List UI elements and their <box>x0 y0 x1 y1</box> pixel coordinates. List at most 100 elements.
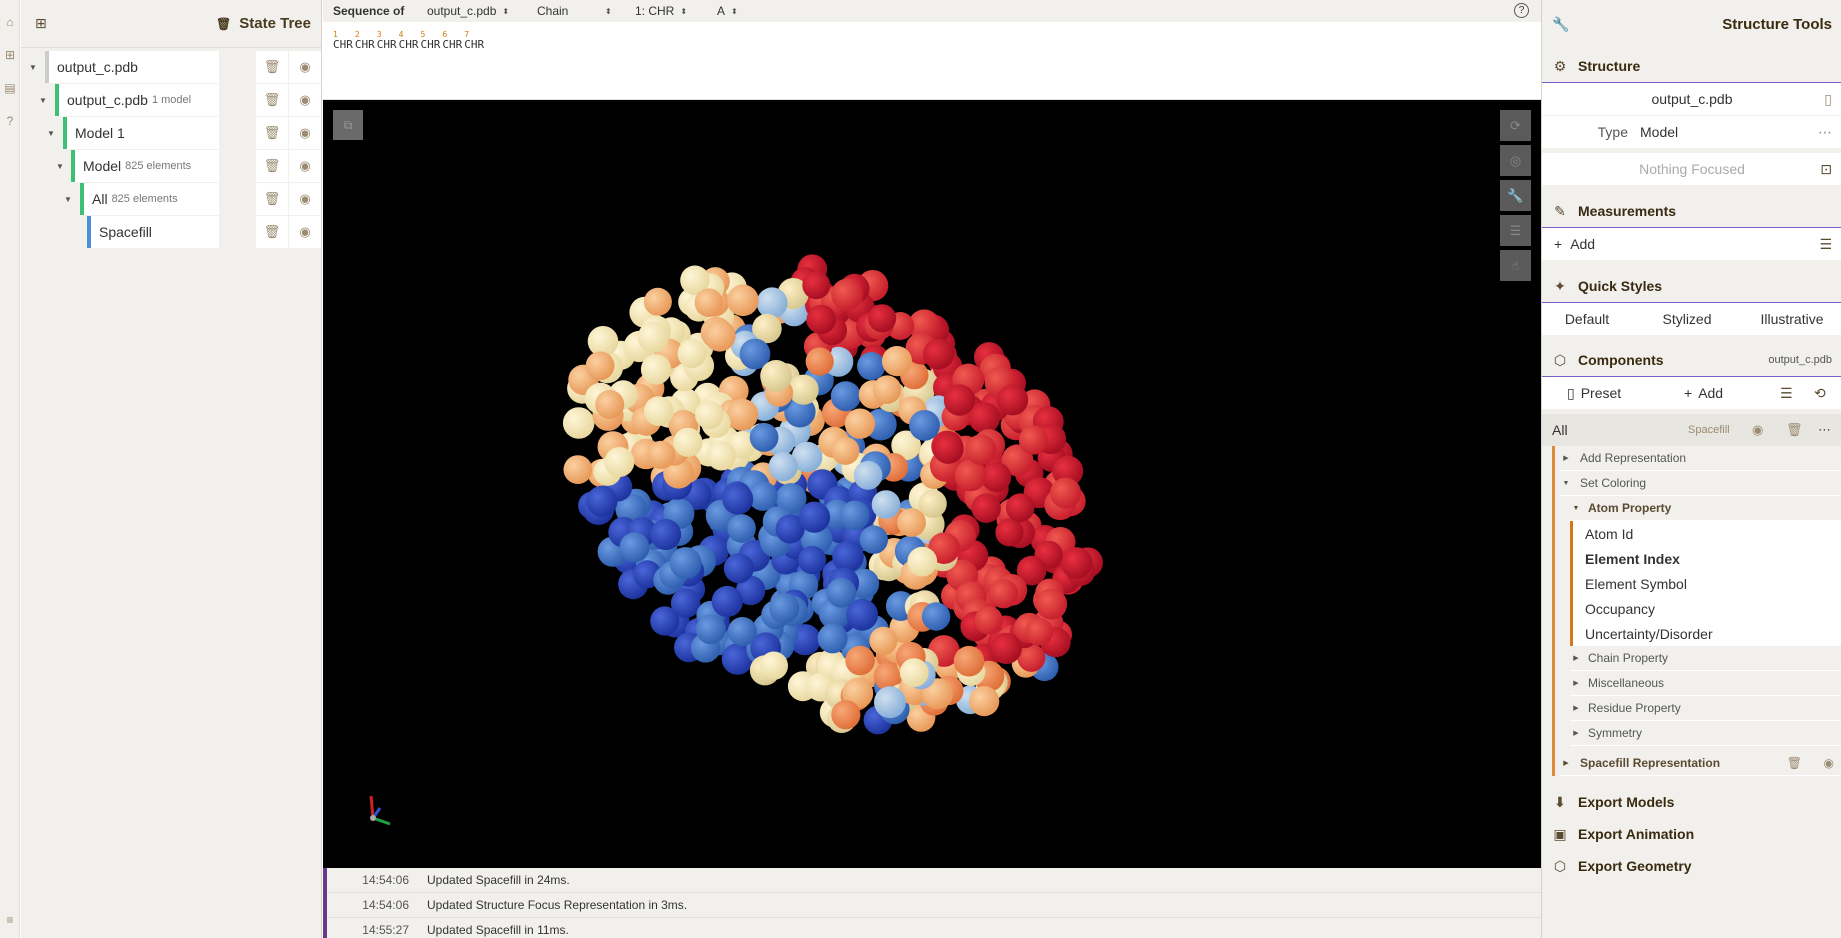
style-default-button[interactable]: Default <box>1564 311 1610 327</box>
atom-sphere[interactable] <box>759 651 788 680</box>
atom-sphere[interactable] <box>711 585 743 618</box>
atom-sphere[interactable] <box>871 490 901 519</box>
atom-sphere[interactable] <box>891 430 921 461</box>
sliders-icon[interactable]: ☰ <box>1780 384 1793 401</box>
atom-sphere[interactable] <box>769 593 800 624</box>
atom-sphere[interactable] <box>704 320 736 352</box>
atom-sphere[interactable] <box>775 514 805 544</box>
residue-property-row[interactable]: ▶ Residue Property <box>1570 696 1841 721</box>
help-icon[interactable]: ? <box>1514 3 1529 18</box>
atom-sphere[interactable] <box>844 408 876 439</box>
selection-mode-icon[interactable]: ☝ <box>1500 250 1531 281</box>
atom-sphere[interactable] <box>899 658 929 687</box>
atom-sphere[interactable] <box>587 326 619 357</box>
atom-sphere[interactable] <box>965 434 997 466</box>
caret-down-icon[interactable]: ▼ <box>56 161 64 171</box>
atom-sphere[interactable] <box>643 396 674 426</box>
atom-sphere[interactable] <box>563 455 593 484</box>
atom-sphere[interactable] <box>805 347 834 376</box>
atom-sphere[interactable] <box>968 402 1000 434</box>
delete-icon[interactable]: 🗑 <box>256 84 288 116</box>
atom-sphere[interactable] <box>873 661 903 691</box>
atom-sphere[interactable] <box>726 398 759 431</box>
atom-sphere[interactable] <box>831 278 864 311</box>
delete-icon[interactable]: 🗑 <box>1786 756 1802 770</box>
atom-sphere[interactable] <box>908 309 940 341</box>
export-models-header[interactable]: ⬇ Export Models <box>1542 786 1841 818</box>
measurements-add-row[interactable]: + Add ☰ <box>1542 228 1841 260</box>
tree-node-label[interactable]: All 825 elements <box>80 183 219 215</box>
caret-down-icon[interactable]: ▼ <box>39 95 47 105</box>
sequence-residue[interactable]: 7 CHR <box>464 30 484 51</box>
3d-viewport[interactable]: ⧉ ⟳ ◎ 🔧 ☰ ☝ <box>323 100 1541 868</box>
screenshot-icon[interactable]: ◎ <box>1500 145 1531 176</box>
atom-sphere[interactable] <box>868 304 897 333</box>
atom-sphere[interactable] <box>932 433 964 464</box>
settings-sliders-icon[interactable]: ≡ <box>6 913 14 927</box>
atom-sphere[interactable] <box>907 546 938 577</box>
atom-sphere[interactable] <box>845 645 875 676</box>
atom-sphere[interactable] <box>727 617 757 647</box>
atom-sphere[interactable] <box>971 493 1001 523</box>
atom-sphere[interactable] <box>897 508 926 537</box>
atom-sphere[interactable] <box>846 598 879 631</box>
atom-sphere[interactable] <box>706 441 736 471</box>
help-circle-icon[interactable]: ? <box>6 114 14 128</box>
atom-sphere[interactable] <box>696 614 726 645</box>
atom-sphere[interactable] <box>802 271 831 300</box>
components-add-button[interactable]: + Add <box>1684 385 1724 401</box>
structure-type-row[interactable]: Type Model ⋯ <box>1542 116 1841 148</box>
style-stylized-button[interactable]: Stylized <box>1662 311 1712 327</box>
entity-select[interactable]: 1: CHR ⬍ <box>635 4 688 18</box>
atom-sphere[interactable] <box>670 588 701 618</box>
option-occupancy[interactable]: Occupancy <box>1570 596 1841 621</box>
atom-sphere[interactable] <box>788 374 819 405</box>
atom-sphere[interactable] <box>1005 493 1035 522</box>
atom-sphere[interactable] <box>806 304 836 335</box>
chain-select[interactable]: A ⬍ <box>717 4 738 18</box>
sliders-icon[interactable]: ☰ <box>1819 235 1832 252</box>
export-animation-header[interactable]: ▣ Export Animation <box>1553 825 1695 843</box>
tree-node-label[interactable]: Spacefill <box>87 216 219 248</box>
preset-button[interactable]: ▯ Preset <box>1567 384 1622 401</box>
atom-sphere[interactable] <box>760 360 792 392</box>
atom-sphere[interactable] <box>869 626 898 656</box>
visibility-eye-icon[interactable]: ◉ <box>289 117 321 149</box>
mode-select[interactable]: Chain ⬍ <box>537 4 612 18</box>
atom-sphere[interactable] <box>1061 547 1093 579</box>
component-group-all[interactable]: All Spacefill ◉ 🗑 ⋯ <box>1542 414 1841 446</box>
sequence-residue[interactable]: 6 CHR <box>442 30 462 51</box>
atom-sphere[interactable] <box>881 346 913 377</box>
atom-sphere[interactable] <box>749 423 779 452</box>
atom-sphere[interactable] <box>853 460 883 490</box>
atom-sphere[interactable] <box>768 452 798 482</box>
visibility-eye-icon[interactable]: ◉ <box>1752 422 1764 437</box>
sequence-residue[interactable]: 4 CHR <box>399 30 419 51</box>
atom-sphere[interactable] <box>791 441 823 473</box>
atom-sphere[interactable] <box>990 632 1022 665</box>
measurements-section-header[interactable]: ✎ Measurements <box>1542 195 1841 227</box>
atom-sphere[interactable] <box>826 577 857 608</box>
atom-sphere[interactable] <box>680 265 710 295</box>
atom-sphere[interactable] <box>562 407 595 439</box>
export-geometry-header[interactable]: ⬡ Export Geometry <box>1553 857 1692 875</box>
wrench-icon[interactable]: 🔧 <box>1500 180 1531 211</box>
atom-sphere[interactable] <box>1016 555 1047 586</box>
atom-sphere[interactable] <box>694 288 724 317</box>
atom-sphere[interactable] <box>974 606 1003 635</box>
reset-camera-icon[interactable]: ⟳ <box>1500 110 1531 141</box>
atom-sphere[interactable] <box>918 489 947 518</box>
atom-sphere[interactable] <box>637 321 669 353</box>
visibility-eye-icon[interactable]: ◉ <box>289 216 321 248</box>
atom-sphere[interactable] <box>1025 617 1054 646</box>
sequence-residue[interactable]: 2 CHR <box>355 30 375 51</box>
delete-icon[interactable]: 🗑 <box>256 117 288 149</box>
atom-sphere[interactable] <box>723 553 754 584</box>
focus-target-icon[interactable]: ⊡ <box>1820 160 1832 177</box>
atom-sphere[interactable] <box>663 457 694 489</box>
atom-sphere[interactable] <box>669 547 702 579</box>
visibility-eye-icon[interactable]: ◉ <box>289 150 321 182</box>
atom-sphere[interactable] <box>832 540 864 573</box>
sequence-residue[interactable]: 5 CHR <box>421 30 441 51</box>
history-icon[interactable]: ⟲ <box>1814 384 1826 401</box>
